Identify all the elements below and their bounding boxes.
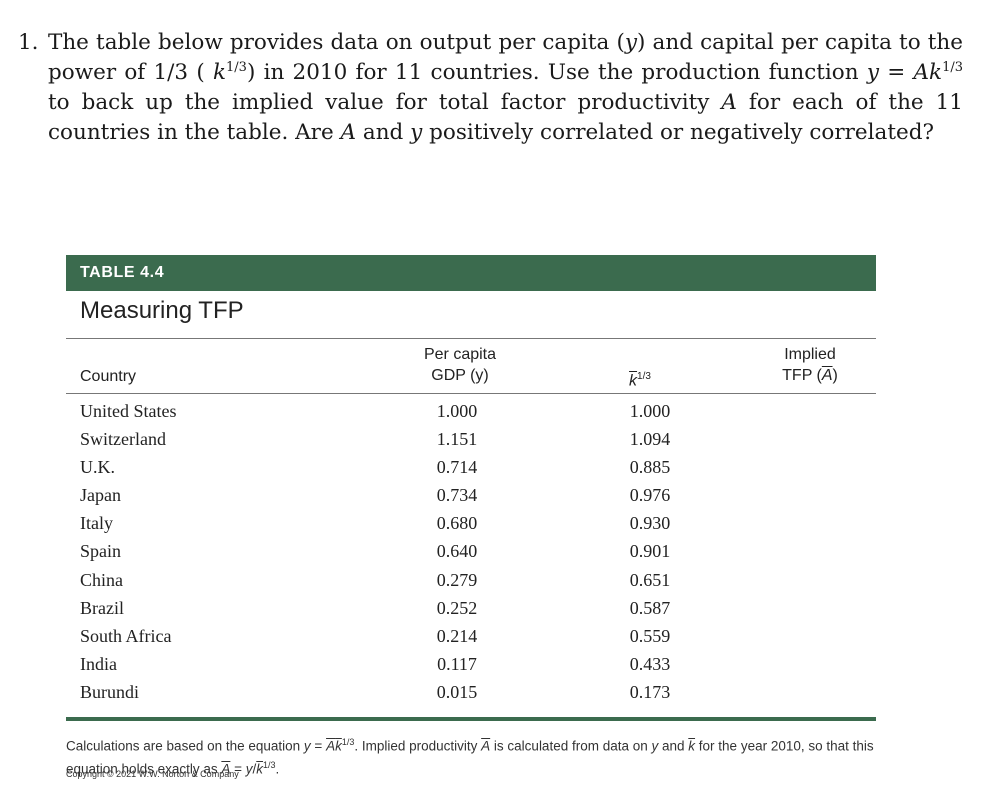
table-top-rule <box>66 338 876 339</box>
country-cell: India <box>80 653 117 674</box>
gdp-cell: 0.640 <box>436 541 478 562</box>
table-row: U.K. 0.714 0.885 <box>0 454 1000 482</box>
gdp-cell: 0.714 <box>436 457 478 478</box>
gdp-cell: 0.214 <box>436 625 478 646</box>
k-cell: 0.885 <box>629 457 671 478</box>
gdp-cell: 1.151 <box>436 429 478 450</box>
gdp-cell: 0.252 <box>436 597 478 618</box>
country-cell: U.K. <box>80 457 115 478</box>
table-row: Japan 0.734 0.976 <box>0 482 1000 510</box>
table-row: Spain 0.640 0.901 <box>0 538 1000 566</box>
gdp-cell: 0.117 <box>437 653 477 674</box>
column-header-country: Country <box>80 368 137 385</box>
country-cell: Brazil <box>80 597 124 618</box>
country-cell: Switzerland <box>80 429 166 450</box>
table-row: Italy 0.680 0.930 <box>0 510 1000 538</box>
table-bottom-rule <box>66 717 876 721</box>
k-cell: 0.559 <box>629 625 671 646</box>
k-cell: 0.901 <box>629 541 671 562</box>
country-cell: United States <box>80 401 177 421</box>
table-note: Calculations are based on the equation y… <box>66 737 874 776</box>
table-row: Burundi 0.015 0.173 <box>0 679 1000 707</box>
table-row: South Africa 0.214 0.559 <box>0 623 1000 651</box>
country-cell: Spain <box>80 541 122 562</box>
country-cell: Japan <box>80 485 121 506</box>
k-cell: 0.930 <box>629 513 671 534</box>
gdp-cell: 0.734 <box>436 485 478 506</box>
table-header-rule <box>66 393 876 394</box>
table-row: India 0.117 0.433 <box>0 651 1000 679</box>
k-cell: 0.173 <box>629 681 671 702</box>
column-header-gdp: Per capita GDP (y) <box>423 346 497 384</box>
gdp-cell: 1.000 <box>436 401 478 421</box>
k-cell: 1.000 <box>629 401 671 421</box>
table-label: TABLE 4.4 <box>80 264 165 281</box>
k-cell: 0.651 <box>629 569 671 590</box>
country-cell: South Africa <box>80 625 172 646</box>
table-label-bar: TABLE 4.4 <box>66 255 876 291</box>
k-cell: 1.094 <box>629 429 671 450</box>
country-cell: Italy <box>80 513 113 534</box>
gdp-cell: 0.680 <box>436 513 478 534</box>
question-text: The table below provides data on output … <box>48 30 963 145</box>
table-row: Switzerland 1.151 1.094 <box>0 426 1000 454</box>
k-cell: 0.433 <box>629 653 671 674</box>
country-cell: China <box>80 569 123 590</box>
table-row: Brazil 0.252 0.587 <box>0 595 1000 623</box>
column-header-tfp: Implied TFP (A) <box>782 346 838 384</box>
k-cell: 0.976 <box>629 485 671 506</box>
question-number: 1. <box>18 30 39 55</box>
copyright-notice: Copyright © 2021 W.W. Norton & Company <box>66 769 239 779</box>
k-cell: 0.587 <box>629 597 671 618</box>
gdp-cell: 0.279 <box>436 569 478 590</box>
table-row: United States 1.000 1.000 <box>0 398 1000 426</box>
gdp-cell: 0.015 <box>436 681 478 702</box>
column-header-k: k1/3 <box>629 371 651 390</box>
table-row: China 0.279 0.651 <box>0 567 1000 595</box>
table-body: United States 1.000 1.000 Switzerland 1.151… <box>0 398 1000 707</box>
country-cell: Burundi <box>80 681 140 702</box>
table-title: Measuring TFP <box>80 297 244 324</box>
question-block: 1. The table below provides data on outp… <box>18 28 963 148</box>
